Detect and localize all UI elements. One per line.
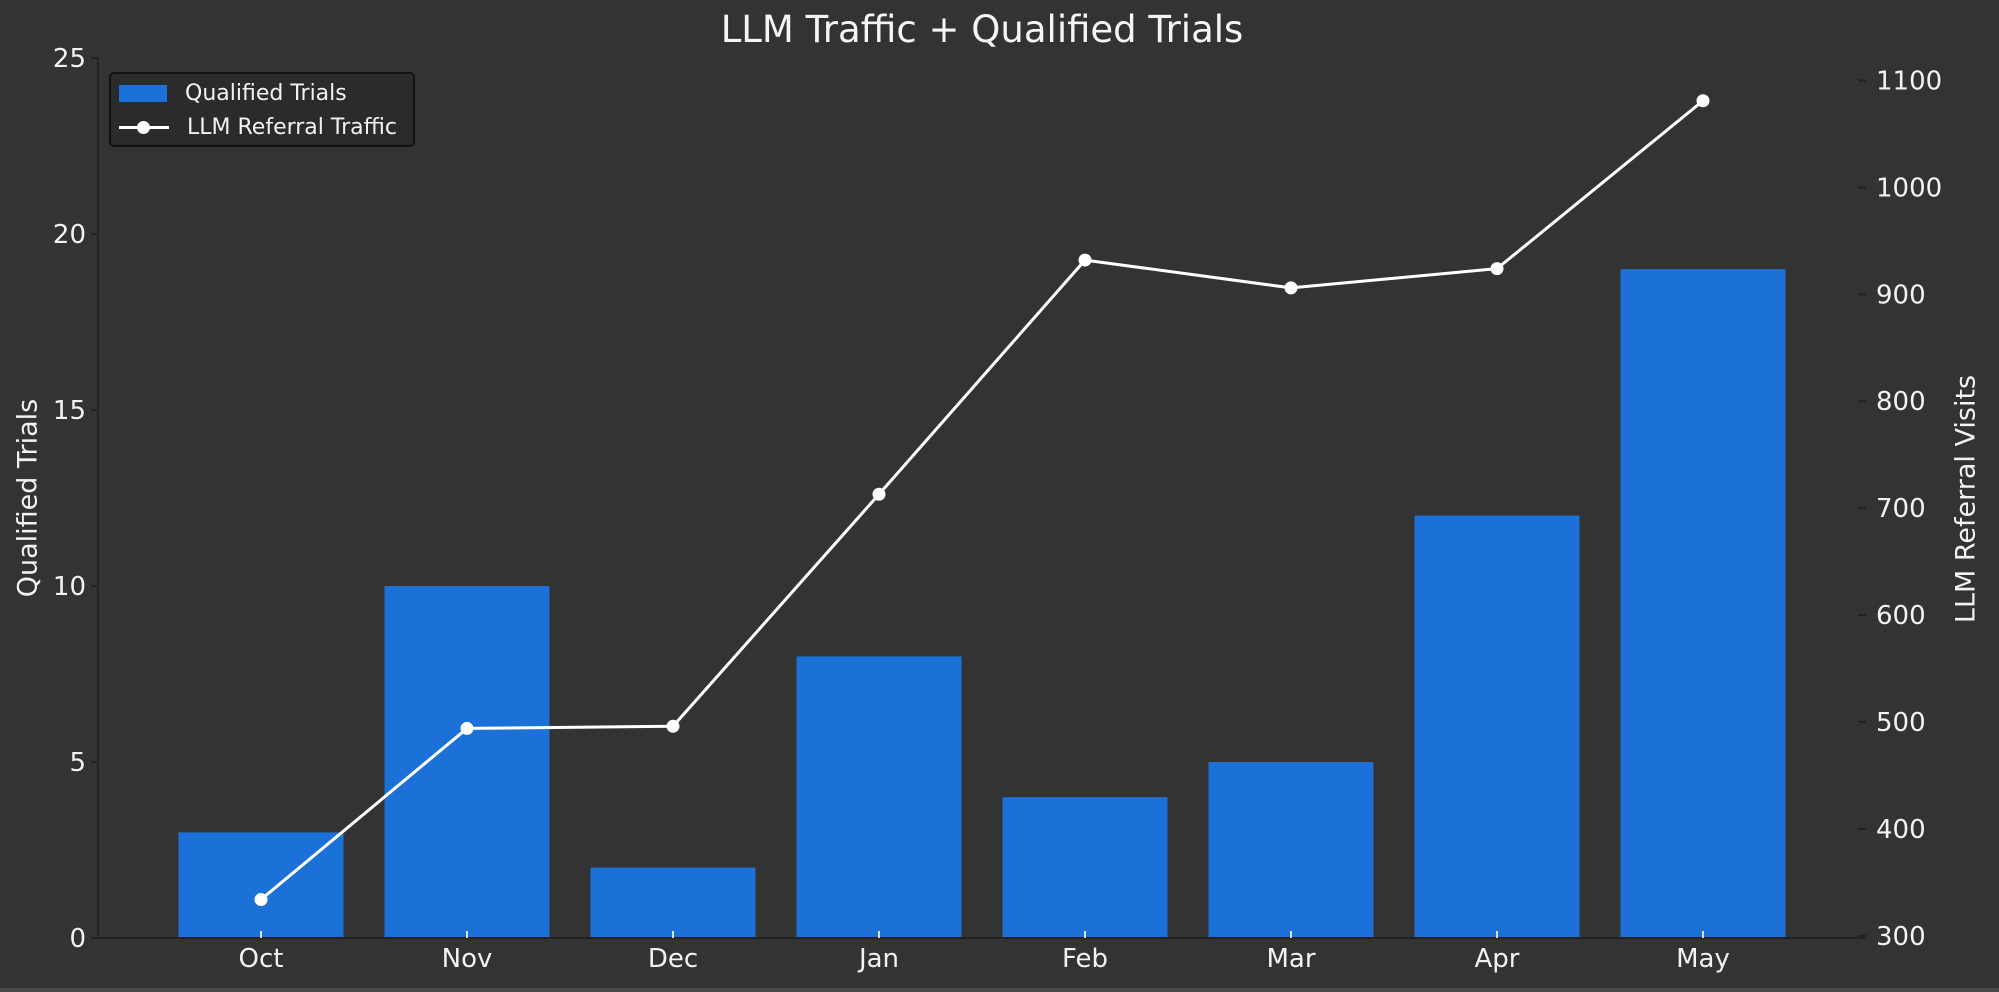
line-marker-icon xyxy=(119,119,169,136)
x-tick-label: Jan xyxy=(857,944,899,974)
y-tick-label-left: 0 xyxy=(69,924,86,954)
legend: Qualified Trials LLM Referral Traffic xyxy=(109,72,415,147)
y-tick-label-right: 400 xyxy=(1876,815,1926,845)
y-tick-label-left: 20 xyxy=(53,220,86,250)
y-tick-label-right: 900 xyxy=(1876,280,1926,310)
x-tick-label: Mar xyxy=(1266,944,1315,974)
y-axis-left-label: Qualified Trials xyxy=(12,398,44,598)
bar-swatch-icon xyxy=(119,84,167,102)
traffic-point xyxy=(460,721,474,735)
chart-title: LLM Traffic + Qualified Trials xyxy=(720,8,1244,51)
y-tick-label-right: 800 xyxy=(1876,387,1926,417)
traffic-point xyxy=(254,893,268,907)
legend-item-qualified-trials: Qualified Trials xyxy=(119,78,347,108)
y-axis-right-label: LLM Referral Visits xyxy=(1950,374,1982,624)
y-tick-label-right: 700 xyxy=(1876,494,1926,524)
y-tick-label-left: 10 xyxy=(53,572,86,602)
bar xyxy=(1414,515,1580,938)
x-tick-label: Apr xyxy=(1475,944,1520,974)
bar xyxy=(590,867,756,938)
x-tick-label: Dec xyxy=(648,944,698,974)
y-tick-label-right: 1000 xyxy=(1876,173,1942,203)
x-tick-label: Feb xyxy=(1062,944,1108,974)
x-tick-label: May xyxy=(1676,944,1730,974)
y-tick-label-left: 25 xyxy=(53,44,86,74)
bar xyxy=(1620,269,1786,938)
traffic-point xyxy=(1490,262,1504,276)
y-tick-label-right: 600 xyxy=(1876,601,1926,631)
traffic-line xyxy=(260,99,1704,901)
bar xyxy=(1002,797,1168,938)
x-tick-label: Oct xyxy=(239,944,284,974)
y-tick-label-right: 300 xyxy=(1876,922,1926,952)
legend-label: Qualified Trials xyxy=(185,80,347,106)
y-tick-label-right: 500 xyxy=(1876,708,1926,738)
legend-label: LLM Referral Traffic xyxy=(187,114,397,140)
bar xyxy=(384,586,550,938)
x-tick-label: Nov xyxy=(442,944,493,974)
y-tick-label-left: 5 xyxy=(69,748,86,778)
y-tick-label-left: 15 xyxy=(53,396,86,426)
bottom-edge xyxy=(0,988,1999,992)
bar xyxy=(796,656,962,938)
bar xyxy=(178,832,344,938)
traffic-point xyxy=(872,487,886,501)
legend-item-llm-referral-traffic: LLM Referral Traffic xyxy=(119,112,397,142)
y-tick-label-right: 1100 xyxy=(1876,66,1942,96)
bar xyxy=(1208,762,1374,938)
traffic-point xyxy=(666,719,680,733)
traffic-point xyxy=(1078,253,1092,267)
traffic-point xyxy=(1696,94,1710,108)
traffic-point xyxy=(1284,281,1298,295)
